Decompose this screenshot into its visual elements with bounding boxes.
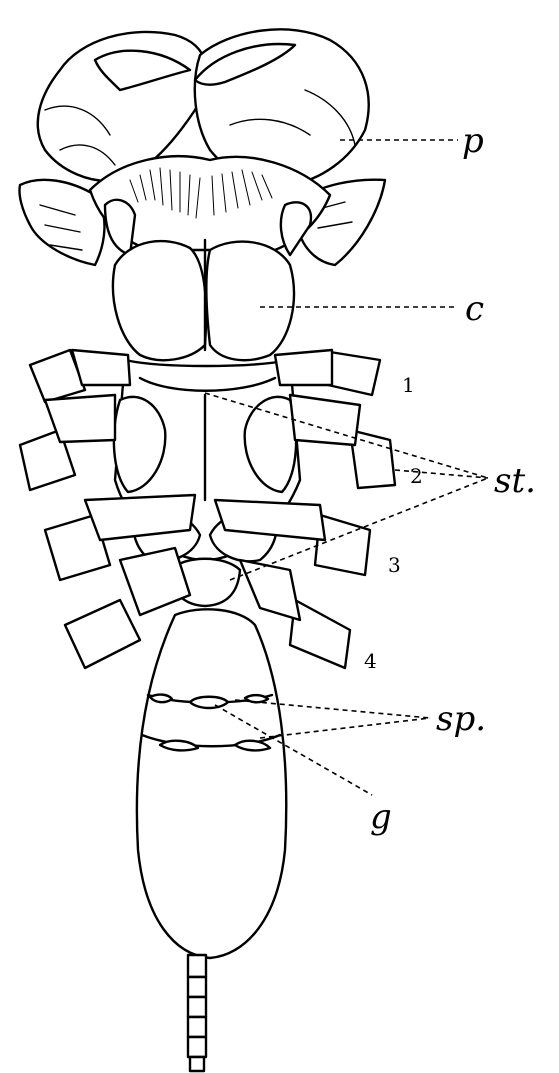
tail	[188, 955, 206, 1071]
palp-coxae	[113, 240, 294, 360]
leg-number-3: 3	[388, 553, 401, 577]
leg-number-4: 4	[364, 649, 377, 673]
chelicerae	[90, 156, 330, 255]
label-p: p	[462, 121, 484, 161]
abdomen	[137, 609, 286, 958]
label-g: g	[370, 797, 392, 837]
leg-number-2: 2	[410, 464, 423, 488]
label-st: st.	[494, 461, 536, 501]
label-sp: sp.	[436, 699, 486, 739]
leg-number-1: 1	[402, 373, 415, 397]
label-c: c	[465, 289, 484, 329]
